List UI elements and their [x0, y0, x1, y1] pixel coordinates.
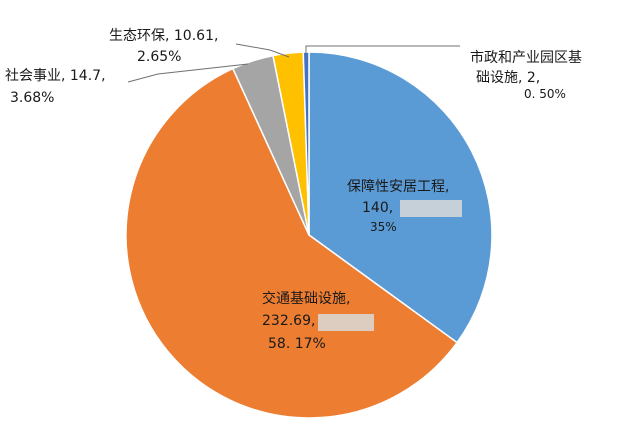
pie-slice-1	[308, 51, 493, 344]
leader-line-municipal	[305, 45, 460, 54]
pie-slice-2	[125, 67, 459, 419]
label-transport-value: 232.69,	[262, 313, 315, 329]
label-municipal-line1: 市政和产业园区基	[470, 49, 582, 66]
label-transport-name: 交通基础设施,	[262, 290, 350, 307]
label-eco-line1: 生态环保, 10.61,	[109, 28, 218, 44]
label-social-line2: 3.68%	[10, 90, 54, 106]
label-eco-line2: 2.65%	[137, 49, 181, 65]
label-municipal-line3: 0. 50%	[524, 87, 566, 101]
redacted-patch	[318, 314, 374, 331]
leader-line-social	[127, 63, 249, 83]
leader-line-eco	[235, 43, 290, 58]
label-housing-value: 140,	[362, 200, 393, 216]
label-housing-percent: 35%	[370, 220, 397, 234]
label-transport-percent: 58. 17%	[268, 336, 326, 352]
pie-slices	[125, 51, 493, 419]
redacted-patch	[400, 200, 462, 217]
label-social-line1: 社会事业, 14.7,	[5, 68, 106, 84]
label-housing-name: 保障性安居工程,	[347, 179, 449, 195]
label-municipal-line2: 础设施, 2,	[476, 70, 540, 86]
leader-lines	[127, 43, 460, 83]
